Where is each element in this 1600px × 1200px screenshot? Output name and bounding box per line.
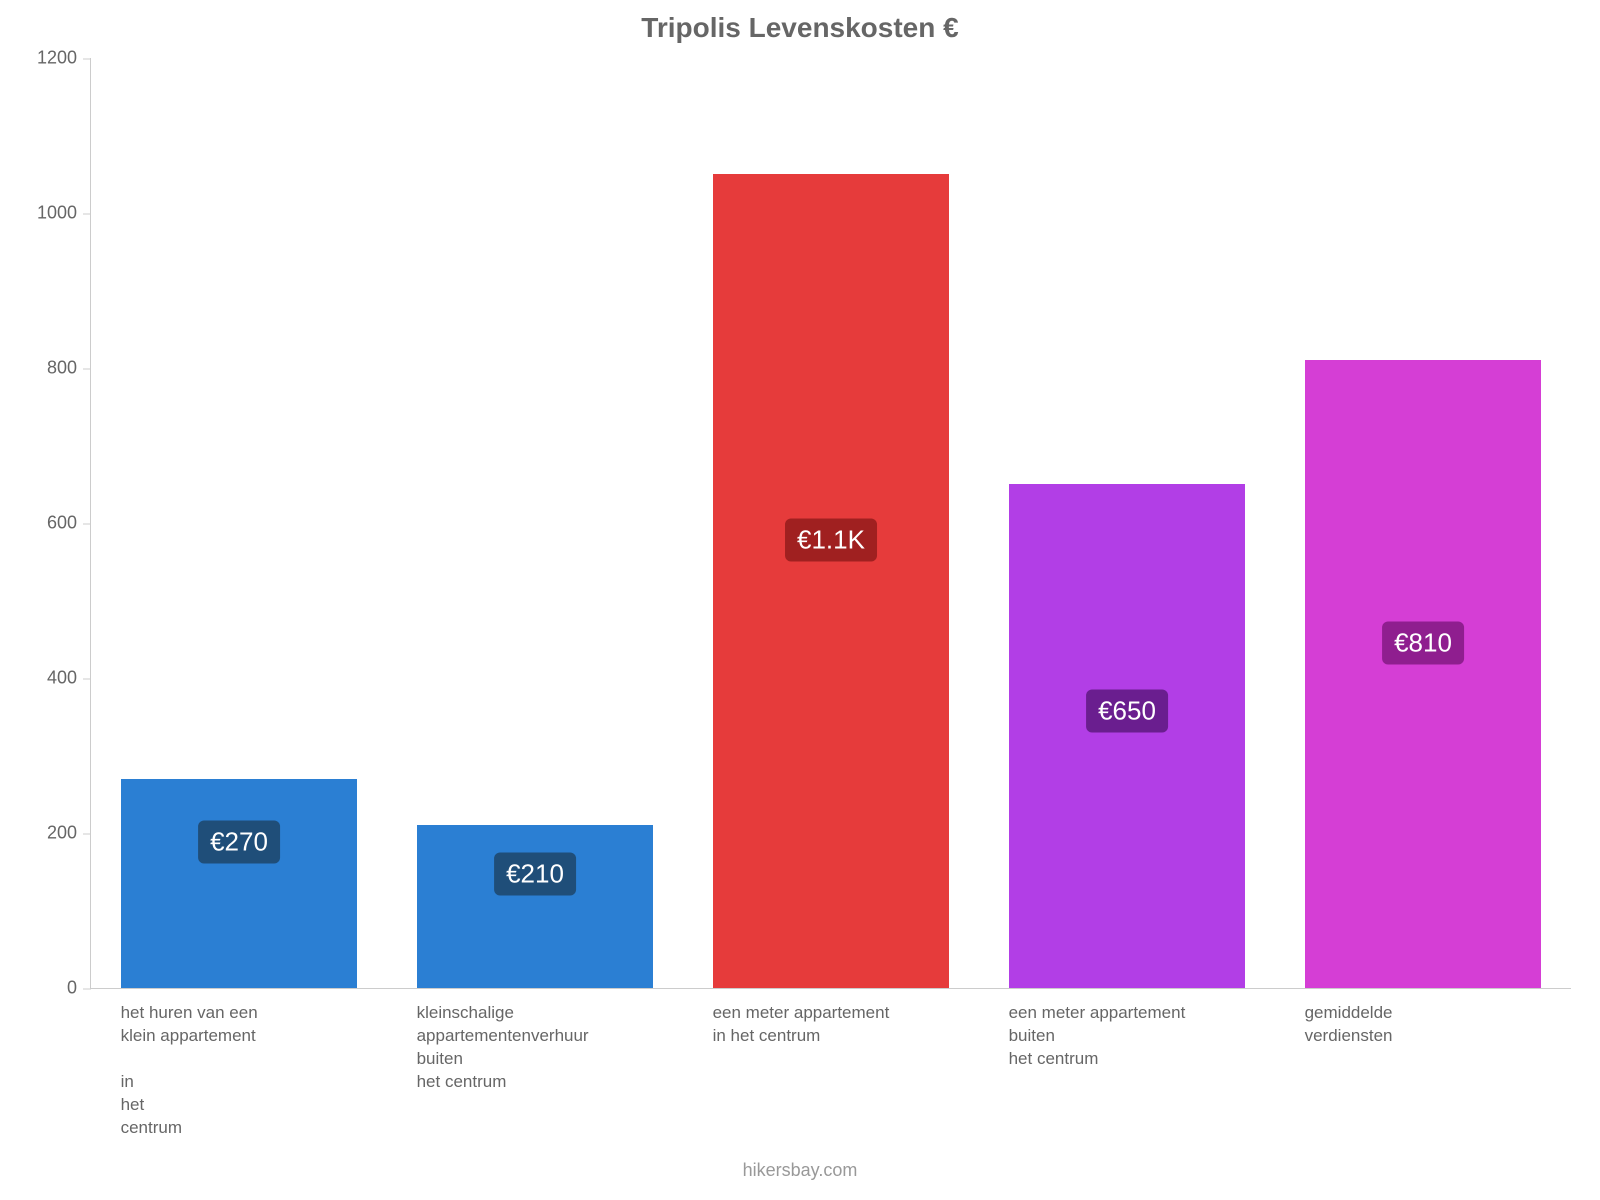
bar-sqm-outside-label: €650 xyxy=(1086,689,1168,732)
bar-rent-small-center-label: €270 xyxy=(198,820,280,863)
y-tick: 1200 xyxy=(37,48,91,69)
bar-rent-small-outside-xlabel: kleinschalige appartementenverhuur buite… xyxy=(417,988,589,1094)
chart-container: Tripolis Levenskosten € 0200400600800100… xyxy=(0,0,1600,1200)
chart-title: Tripolis Levenskosten € xyxy=(0,12,1600,44)
bar-sqm-center-label: €1.1K xyxy=(785,519,877,562)
bar-rent-small-outside: €210 xyxy=(417,825,654,988)
y-tick: 200 xyxy=(47,823,91,844)
y-tick: 600 xyxy=(47,513,91,534)
bar-avg-earnings-label: €810 xyxy=(1382,621,1464,664)
bar-sqm-center-xlabel: een meter appartement in het centrum xyxy=(713,988,890,1048)
bar-sqm-outside: €650 xyxy=(1009,484,1246,988)
bar-sqm-center: €1.1K xyxy=(713,174,950,988)
bar-sqm-outside-xlabel: een meter appartement buiten het centrum xyxy=(1009,988,1186,1071)
bar-rent-small-center-xlabel: het huren van een klein appartement in h… xyxy=(121,988,258,1140)
bar-rent-small-outside-label: €210 xyxy=(494,853,576,896)
y-tick: 800 xyxy=(47,358,91,379)
bar-avg-earnings: €810 xyxy=(1305,360,1542,988)
y-tick: 0 xyxy=(67,978,91,999)
plot-area: 020040060080010001200€270het huren van e… xyxy=(90,58,1571,989)
footer-credit: hikersbay.com xyxy=(0,1160,1600,1181)
bar-avg-earnings-xlabel: gemiddelde verdiensten xyxy=(1305,988,1393,1048)
y-tick: 1000 xyxy=(37,203,91,224)
bar-rent-small-center: €270 xyxy=(121,779,358,988)
y-tick: 400 xyxy=(47,668,91,689)
